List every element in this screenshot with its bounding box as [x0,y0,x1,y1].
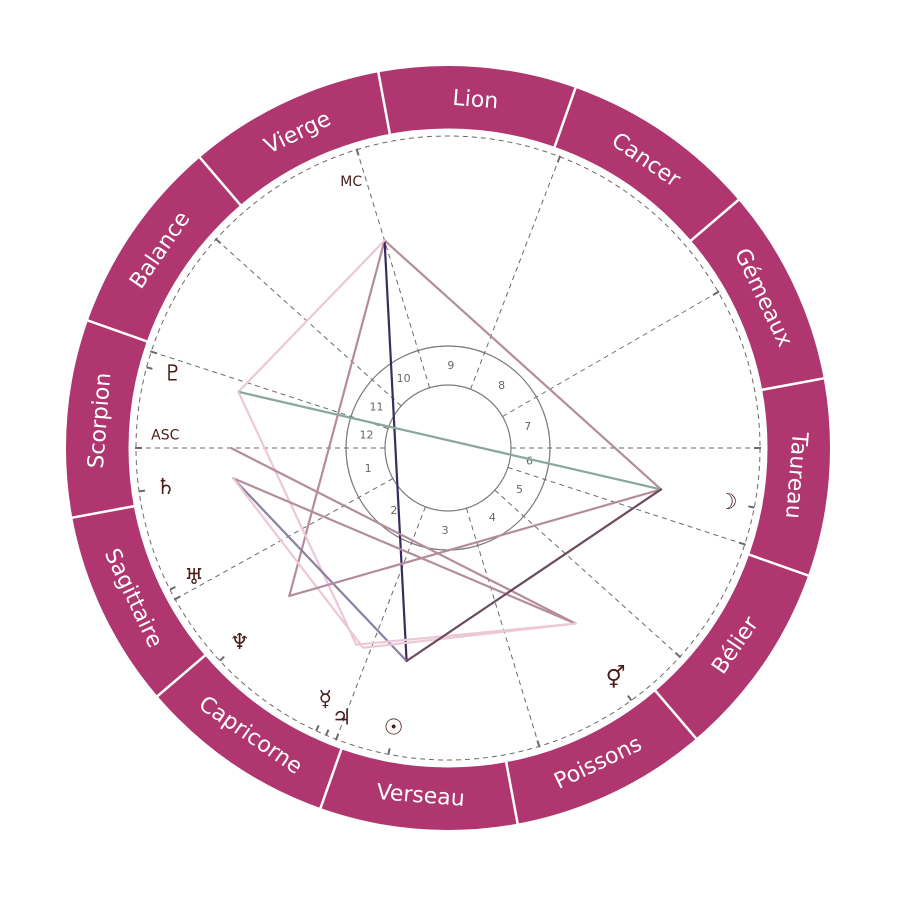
planet-degree-tick [146,366,153,370]
neptune-icon: ♆ [230,630,250,655]
house-number-8: 8 [498,379,505,392]
planet-degree-tick [315,724,320,732]
aspect-line-jupiter-venus-mars [362,622,577,649]
house-number-9: 9 [447,359,454,372]
venus-mars-icon: ⚥ [606,664,626,691]
planet-glyphs: ♇ ♄ ♅ ♆ ☿♃ ☉ ⚥ ☽ [138,362,755,755]
aspect-line-asc-venus-mars [229,446,577,625]
house-cusp-line [215,238,402,407]
aspect-line-mc-sun [383,239,408,663]
house-cusp-line [502,291,719,417]
aspect-line-saturn-sun [232,477,408,663]
house-number-3: 3 [442,524,449,537]
aspect-lines [229,239,663,663]
zodiac-band [66,66,830,830]
angle-label-asc: ASC [151,428,179,444]
sign-separator [318,745,344,810]
aspect-line-pluto-mercury [237,390,358,646]
angle-label-mc: MC [340,174,362,190]
sign-separator [652,687,698,741]
house-number-10: 10 [397,372,411,385]
sign-separator [155,652,209,698]
uranus-icon: ♅ [184,565,204,590]
house-cusp-line [507,466,745,545]
aspect-line-saturn-venus-mars [232,477,577,625]
aspect-line-saturn-jupiter [232,477,365,649]
sign-separator [71,504,138,520]
planet-degree-tick [219,655,225,662]
house-number-1: 1 [365,462,372,475]
house-cusp-line [470,156,561,390]
aspect-line-pluto-mc [237,239,386,393]
planet-degree-tick [387,748,391,755]
house-number-2: 2 [390,504,397,517]
planet-degree-tick [627,694,633,702]
house-number-12: 12 [360,429,374,442]
sign-separator [552,86,578,151]
pluto-icon: ♇ [163,362,183,387]
aspect-line-neptune-moon [288,488,663,598]
house-cusp-line [465,508,540,747]
cusp-tick [674,652,682,659]
aspect-line-pluto-moon [237,390,663,491]
cusp-tick [173,595,181,601]
cusp-tick [556,155,562,163]
sign-separator [86,318,151,344]
cusp-tick [536,740,541,748]
house-cusp-line [335,506,426,740]
inner-disc [128,128,768,768]
sign-separator [376,71,392,138]
sign-separator [198,155,244,209]
cusp-tick [150,350,158,355]
planet-degree-tick [325,729,330,736]
planet-degree-tick [138,489,146,493]
moon-icon: ☽ [718,490,738,515]
planet-degree-tick [748,505,755,509]
house-number-11: 11 [370,400,384,413]
cusp-tick [355,148,360,156]
cusp-tick [712,290,720,296]
sign-separator [745,552,810,578]
aspect-line-mc-moon [383,239,663,491]
house-number-4: 4 [489,511,496,524]
house-number-6: 6 [526,454,533,467]
aspect-line-sun-moon [405,488,663,663]
planet-degree-tick [169,586,176,591]
house-number-7: 7 [524,420,531,433]
house-cusp-line [174,478,394,600]
cusp-tick [214,237,222,244]
house-cusp-line [356,149,431,388]
house-cusp-line [494,489,681,658]
sun-icon: ☉ [384,715,404,740]
jupiter-icon: ♃ [332,705,352,730]
sign-label-4: Lion [452,86,500,115]
sign-separator [687,198,741,244]
sign-separator [758,376,825,392]
house-number-5: 5 [516,483,523,496]
saturn-icon: ♄ [156,475,176,500]
sign-separator [504,758,520,825]
mercury-icon: ☿ [318,687,332,712]
cusp-tick [738,541,746,546]
cusp-tick [334,733,340,741]
house-cusp-line [151,351,389,430]
